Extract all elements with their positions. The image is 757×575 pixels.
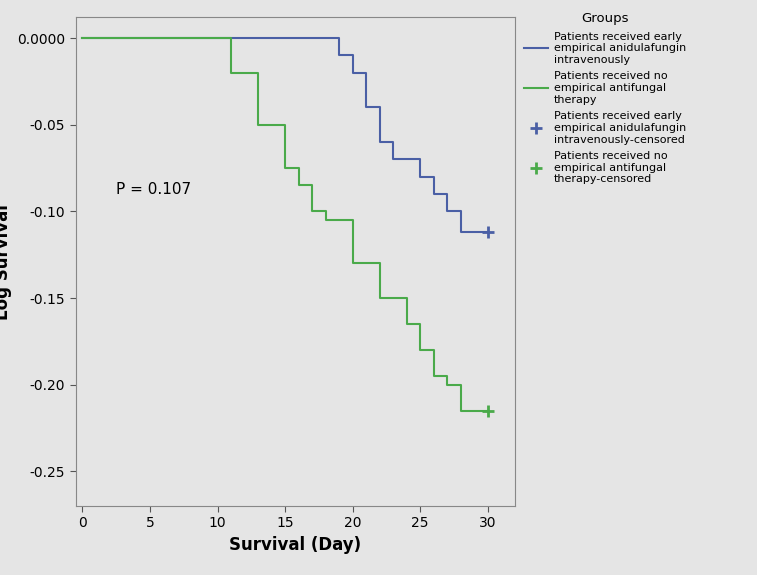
Text: P = 0.107: P = 0.107 — [117, 182, 192, 197]
Y-axis label: Log Survival: Log Survival — [0, 204, 11, 320]
Legend: Patients received early
empirical anidulafungin
intravenously, Patients received: Patients received early empirical anidul… — [519, 7, 690, 189]
X-axis label: Survival (Day): Survival (Day) — [229, 536, 361, 554]
